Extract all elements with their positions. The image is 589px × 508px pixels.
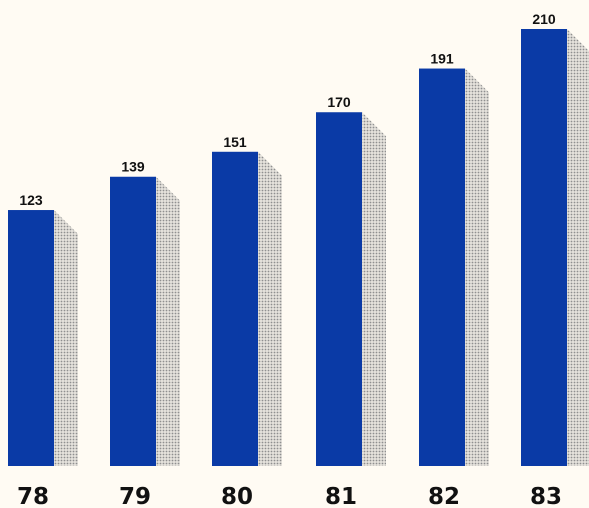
bar-78 bbox=[8, 210, 54, 466]
bar-shadow-79 bbox=[156, 176, 180, 466]
bars bbox=[8, 29, 567, 467]
value-label-81: 170 bbox=[327, 94, 351, 110]
value-label-78: 123 bbox=[19, 192, 43, 208]
value-labels: 123 139 151 170 191 210 bbox=[19, 11, 556, 208]
value-label-82: 191 bbox=[430, 51, 454, 67]
bar-shadow-80 bbox=[258, 151, 282, 466]
bar-shadow-82 bbox=[465, 68, 489, 467]
bar-80 bbox=[212, 151, 258, 466]
bar-82 bbox=[419, 68, 465, 467]
category-label-83: 83 bbox=[530, 484, 562, 508]
bar-79 bbox=[110, 176, 156, 466]
bar-shadows bbox=[54, 29, 589, 467]
value-label-80: 151 bbox=[223, 134, 247, 150]
category-label-82: 82 bbox=[428, 484, 460, 508]
category-label-81: 81 bbox=[325, 484, 357, 508]
bar-83 bbox=[521, 29, 567, 466]
category-labels: 78 79 80 81 82 83 bbox=[17, 484, 562, 508]
bar-shadow-83 bbox=[567, 29, 589, 466]
value-label-83: 210 bbox=[532, 11, 556, 27]
category-label-78: 78 bbox=[17, 484, 49, 508]
category-label-79: 79 bbox=[119, 484, 151, 508]
bar-shadow-81 bbox=[362, 112, 386, 466]
category-label-80: 80 bbox=[221, 484, 253, 508]
bar-shadow-78 bbox=[54, 210, 78, 466]
bar-81 bbox=[316, 112, 362, 466]
value-label-79: 139 bbox=[121, 159, 145, 175]
